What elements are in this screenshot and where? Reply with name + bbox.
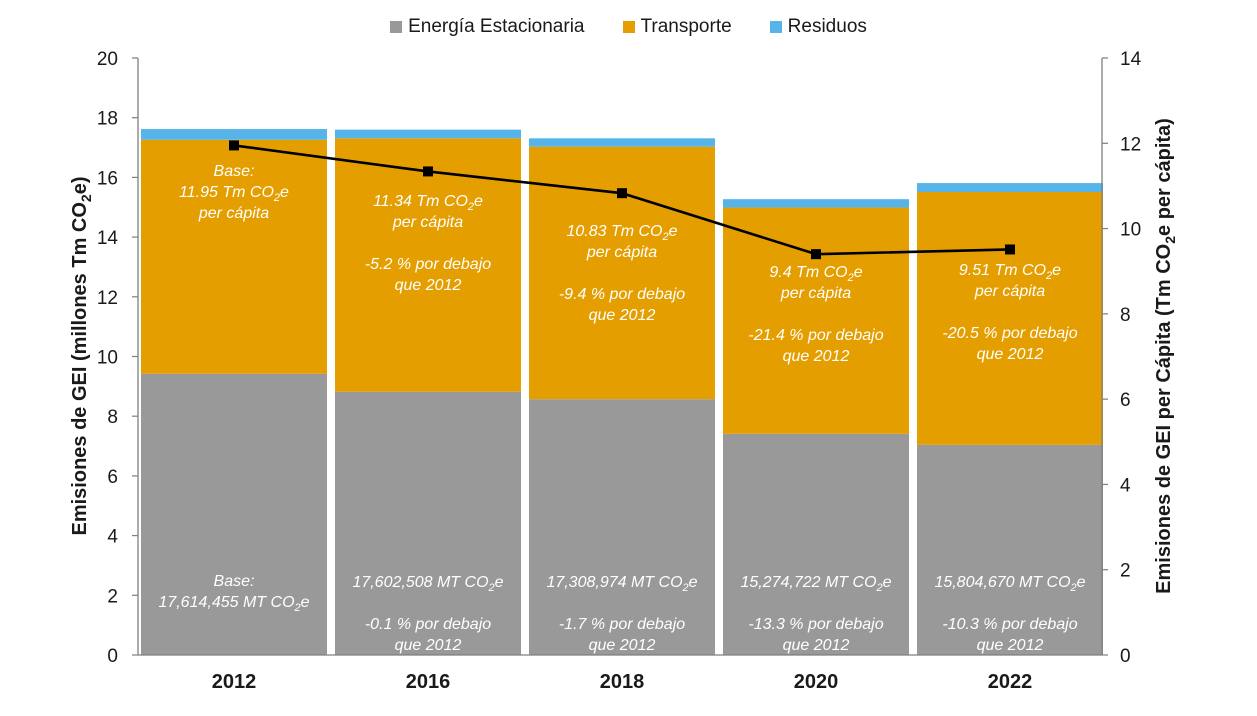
left-tick-label-10: 10 [97, 348, 118, 369]
left-tick-label-2: 2 [107, 586, 118, 607]
bar-residuos-2022 [917, 183, 1103, 193]
left-tick-label-6: 6 [107, 467, 118, 488]
bar-energia-2018 [529, 399, 715, 655]
legend-label-transporte: Transporte [640, 16, 732, 37]
per-capita-marker-2018 [617, 188, 627, 199]
annotation-total-2022: 15,804,670 MT CO2e -10.3 % por debajo que … [934, 574, 1085, 654]
legend-label-residuos: Residuos [787, 16, 867, 37]
legend-label-energia: Energía Estacionaria [408, 16, 585, 37]
bar-energia-2020 [723, 433, 909, 655]
per-capita-marker-2022 [1005, 244, 1015, 255]
legend-item-transporte: Transporte [622, 16, 732, 38]
right-tick-label-0: 0 [1120, 646, 1131, 667]
bar-residuos-2016 [335, 129, 521, 139]
y-axis-left-title: Emisiones de GEI (millones Tm CO2e) [69, 176, 94, 535]
bar-residuos-2020 [723, 199, 909, 208]
bar-transporte-2016 [335, 138, 521, 392]
legend-item-energia: Energía Estacionaria [390, 16, 585, 38]
left-tick-label-18: 18 [97, 109, 118, 130]
annotation-total-2016: 17,602,508 MT CO2e -0.1 % por debajo que 2… [352, 574, 503, 654]
chart-legend: Energía Estacionaria Transporte Residuos [0, 13, 1257, 41]
right-tick-label-2: 2 [1120, 561, 1131, 582]
annotation-per-capita-2022: 9.51 Tm CO2e per cápita -20.5 % por debajo… [942, 262, 1077, 363]
annotation-per-capita-2020: 9.4 Tm CO2e per cápita -21.4 % por debajo q… [748, 264, 883, 365]
annotation-per-capita-2012: Base: 11.95 Tm CO2e per cápita [179, 163, 289, 222]
right-tick-label-10: 10 [1120, 220, 1141, 241]
left-tick-label-16: 16 [97, 168, 118, 189]
legend-swatch-residuos [769, 21, 782, 33]
right-tick-label-14: 14 [1120, 49, 1142, 70]
bar-residuos-2018 [529, 138, 715, 147]
bar-transporte-2018 [529, 146, 715, 400]
x-tick-label-2018: 2018 [600, 671, 645, 693]
per-capita-marker-2012 [229, 140, 239, 151]
right-tick-label-4: 4 [1120, 475, 1131, 496]
left-tick-label-4: 4 [107, 527, 118, 548]
right-tick-label-6: 6 [1120, 390, 1131, 411]
x-tick-label-2020: 2020 [794, 671, 839, 693]
legend-swatch-energia [390, 21, 403, 33]
annotation-total-2020: 15,274,722 MT CO2e -13.3 % por debajo que … [740, 574, 891, 654]
right-tick-label-12: 12 [1120, 134, 1141, 155]
x-tick-label-2016: 2016 [406, 671, 451, 693]
left-tick-label-12: 12 [97, 288, 118, 309]
bar-transporte-2012 [141, 139, 327, 374]
bar-energia-2012 [141, 373, 327, 655]
per-capita-marker-2020 [811, 249, 821, 260]
x-tick-label-2012: 2012 [212, 671, 257, 693]
annotation-total-2018: 17,308,974 MT CO2e -1.7 % por debajo que 2… [546, 574, 697, 654]
annotation-per-capita-2018: 10.83 Tm CO2e per cápita -9.4 % por debajo… [559, 223, 685, 324]
bar-energia-2022 [917, 444, 1103, 655]
left-tick-label-8: 8 [107, 407, 118, 428]
per-capita-marker-2016 [423, 166, 433, 177]
bar-energia-2016 [335, 391, 521, 655]
left-tick-label-0: 0 [107, 646, 118, 667]
bar-transporte-2020 [723, 207, 909, 434]
left-tick-label-14: 14 [97, 228, 119, 249]
bar-transporte-2022 [917, 192, 1103, 445]
right-tick-label-8: 8 [1120, 305, 1131, 326]
legend-item-residuos: Residuos [769, 16, 867, 38]
left-tick-label-20: 20 [97, 49, 118, 70]
annotation-per-capita-2016: 11.34 Tm CO2e per cápita -5.2 % por debajo… [365, 193, 491, 294]
annotation-total-2012: Base: 17,614,455 MT CO2e [158, 573, 309, 614]
x-tick-label-2022: 2022 [988, 671, 1033, 693]
bar-residuos-2012 [141, 129, 327, 140]
y-axis-right-title: Emisiones de GEI per Cápita (Tm CO2e per… [1153, 118, 1178, 594]
legend-swatch-transporte [622, 21, 635, 33]
